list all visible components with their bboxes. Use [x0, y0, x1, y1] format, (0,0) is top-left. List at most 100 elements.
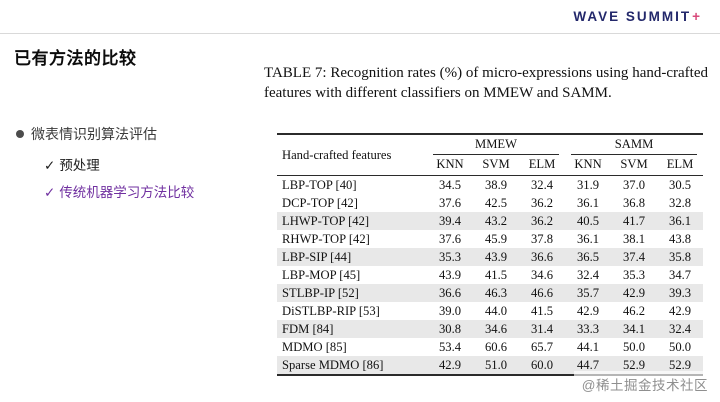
classifier-header: ELM — [657, 155, 704, 176]
sub-bullet-traditional-ml: ✓ 传统机器学习方法比较 — [44, 181, 194, 201]
recognition-rate-cell: 35.7 — [577, 285, 600, 300]
recognition-rate-cell: 60.0 — [530, 357, 554, 372]
table-body: LBP-TOP [40] 34.5 38.9 32.4 31.9 37.0 30.5 DCP-… — [277, 176, 704, 375]
table-row: DCP-TOP [42] 37.6 42.5 36.2 36.1 36.8 32.8 — [277, 194, 703, 212]
recognition-rate-cell: 36.1 — [577, 195, 600, 210]
classifier-header: ELM — [519, 155, 566, 176]
feature-name-cell: LBP-TOP [40] — [282, 177, 357, 192]
recognition-rate-cell: 37.6 — [438, 195, 462, 210]
recognition-rate-cell: 32.4 — [577, 267, 600, 282]
recognition-rate-cell: 60.6 — [484, 339, 508, 354]
recognition-rate-cell: 34.5 — [438, 177, 462, 192]
check-icon: ✓ — [44, 185, 56, 200]
recognition-rate-cell: 40.5 — [577, 213, 600, 228]
recognition-rate-cell: 38.1 — [623, 231, 646, 246]
recognition-rate-cell: 44.0 — [484, 303, 508, 318]
group-header-row: Hand-crafted features MMEW SAMM — [277, 134, 703, 176]
bullet-dot-icon — [16, 130, 24, 138]
table-row: FDM [84] 30.8 34.6 31.4 33.3 34.1 32.4 — [277, 320, 704, 338]
recognition-rate-cell: 34.6 — [530, 267, 554, 282]
recognition-rate-cell: 52.9 — [623, 357, 646, 372]
feature-name-cell: FDM [84] — [282, 321, 334, 336]
feature-name-cell: LHWP-TOP [42] — [282, 213, 370, 228]
recognition-rate-cell: 42.9 — [438, 357, 462, 372]
recognition-rate-cell: 36.8 — [623, 195, 646, 210]
feature-name-cell: Sparse MDMO [86] — [282, 357, 384, 372]
classifier-header: KNN — [565, 155, 612, 176]
classifier-header: SVM — [611, 155, 658, 176]
table-row: STLBP-IP [52] 36.6 46.3 46.6 35.7 42.9 39.3 — [277, 284, 704, 302]
recognition-rate-cell: 32.4 — [530, 177, 554, 192]
classifier-header: KNN — [427, 155, 473, 176]
table-row: RHWP-TOP [42] 37.6 45.9 37.8 36.1 38.1 43.8 — [277, 230, 703, 248]
classifier-header: SVM — [473, 155, 519, 176]
group-header-samm-label: SAMM — [571, 135, 698, 155]
table-row: DiSTLBP-RIP [53] 39.0 44.0 41.5 42.9 46.2 42.9 — [277, 302, 703, 320]
recognition-rate-cell: 41.5 — [530, 303, 554, 318]
recognition-rate-cell: 42.9 — [669, 303, 692, 318]
results-table: Hand-crafted features MMEW SAMM KNN SVM … — [277, 133, 704, 376]
bullet-label: 微表情识别算法评估 — [31, 126, 157, 142]
recognition-rate-cell: 34.1 — [623, 321, 646, 336]
recognition-rate-cell: 36.1 — [577, 231, 600, 246]
recognition-rate-cell: 46.3 — [484, 285, 508, 300]
recognition-rate-cell: 32.4 — [669, 321, 692, 336]
header-divider — [0, 33, 720, 34]
recognition-rate-cell: 37.6 — [438, 231, 462, 246]
recognition-rate-cell: 41.7 — [623, 213, 646, 228]
recognition-rate-cell: 53.4 — [438, 339, 462, 354]
feature-name-cell: RHWP-TOP [42] — [282, 231, 370, 246]
group-header-mmew: MMEW — [427, 134, 565, 155]
feature-name-cell: LBP-SIP [44] — [282, 249, 352, 264]
watermark: @稀土掘金技术社区 — [573, 371, 716, 397]
recognition-rate-cell: 35.3 — [623, 267, 646, 282]
recognition-rate-cell: 46.2 — [623, 303, 646, 318]
page-title: 已有方法的比较 — [14, 49, 137, 68]
feature-name-cell: DCP-TOP [42] — [282, 195, 358, 210]
recognition-rate-cell: 33.3 — [577, 321, 600, 336]
recognition-rate-cell: 36.2 — [530, 195, 554, 210]
recognition-rate-cell: 51.0 — [484, 357, 508, 372]
recognition-rate-cell: 43.9 — [438, 267, 462, 282]
recognition-rate-cell: 42.9 — [623, 285, 646, 300]
feature-name-cell: MDMO [85] — [282, 339, 347, 354]
recognition-rate-cell: 38.9 — [484, 177, 508, 192]
recognition-rate-cell: 36.1 — [669, 213, 692, 228]
table-row: LBP-TOP [40] 34.5 38.9 32.4 31.9 37.0 30.5 — [277, 176, 703, 195]
recognition-rate-cell: 36.2 — [530, 213, 554, 228]
group-header-samm: SAMM — [565, 134, 703, 155]
table-header: Hand-crafted features MMEW SAMM KNN SVM … — [277, 134, 704, 176]
recognition-rate-cell: 31.4 — [530, 321, 554, 336]
classifier-header-row: KNN SVM ELM KNN SVM ELM — [277, 155, 704, 176]
group-header-mmew-label: MMEW — [433, 135, 560, 155]
recognition-rate-cell: 42.5 — [484, 195, 508, 210]
recognition-rate-cell: 46.6 — [530, 285, 554, 300]
recognition-rate-cell: 36.5 — [577, 249, 600, 264]
table-caption: TABLE 7: Recognition rates (%) of micro-… — [264, 65, 708, 101]
sub-bullet-preprocessing: ✓ 预处理 — [44, 154, 100, 174]
logo-plus: + — [692, 9, 700, 24]
recognition-rate-cell: 30.5 — [669, 177, 692, 192]
recognition-rate-cell: 32.8 — [669, 195, 692, 210]
recognition-rate-cell: 50.0 — [623, 339, 646, 354]
recognition-rate-cell: 37.8 — [530, 231, 554, 246]
sub-bullet-label: 传统机器学习方法比较 — [59, 185, 195, 200]
recognition-rate-cell: 43.9 — [484, 249, 508, 264]
recognition-rate-cell: 39.0 — [438, 303, 462, 318]
recognition-rate-cell: 39.4 — [438, 213, 462, 228]
feature-name-cell: LBP-MOP [45] — [282, 267, 361, 282]
recognition-rate-cell: 42.9 — [577, 303, 600, 318]
bullet-item-evaluation: 微表情识别算法评估 — [16, 124, 157, 144]
recognition-rate-cell: 36.6 — [438, 285, 462, 300]
recognition-rate-cell: 37.0 — [623, 177, 646, 192]
table-row: LBP-MOP [45] 43.9 41.5 34.6 32.4 35.3 34.7 — [277, 266, 703, 284]
table-row: LHWP-TOP [42] 39.4 43.2 36.2 40.5 41.7 36.1 — [277, 212, 704, 230]
recognition-rate-cell: 43.2 — [484, 213, 508, 228]
logo-text: WAVE SUMMIT — [573, 9, 692, 24]
recognition-rate-cell: 44.7 — [577, 357, 600, 372]
recognition-rate-cell: 41.5 — [484, 267, 508, 282]
recognition-rate-cell: 65.7 — [530, 339, 554, 354]
table-row: Sparse MDMO [86] 42.9 51.0 60.0 44.7 52.9 52.9 — [277, 356, 704, 375]
feature-name-cell: STLBP-IP [52] — [282, 285, 359, 300]
